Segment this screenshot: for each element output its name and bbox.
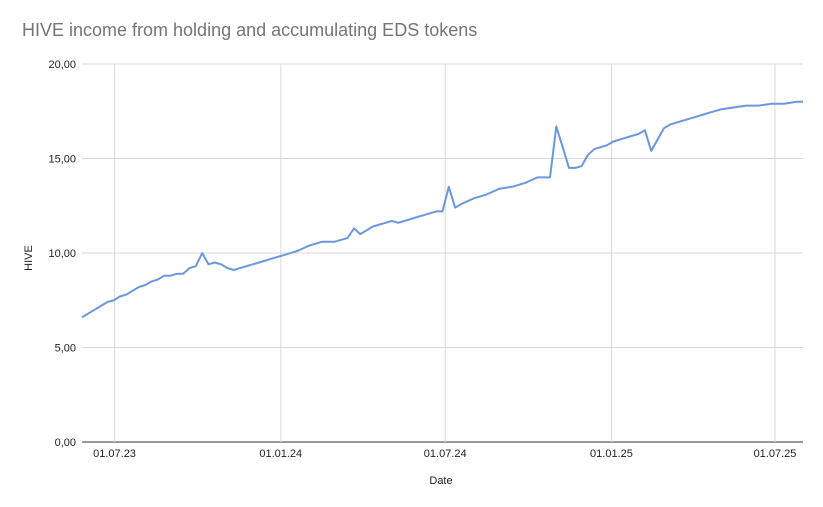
- y-tick-label: 15,00: [48, 154, 76, 166]
- y-tick-label: 10,00: [48, 248, 76, 260]
- x-tick-labels: 01.07.23 01.01.24 01.07.24 01.01.25 01.07.25: [93, 448, 796, 460]
- y-tick-labels: 0,00 5,00 10,00 15,00 20,00: [48, 59, 76, 449]
- chart-title: HIVE income from holding and accumulatin…: [22, 20, 478, 40]
- x-axis-title: Date: [429, 475, 452, 487]
- x-tick-label: 01.01.24: [259, 448, 302, 460]
- series-line: [81, 100, 803, 319]
- x-gridlines: [114, 64, 776, 442]
- x-tick-label: 01.07.25: [754, 448, 797, 460]
- y-axis-title: HIVE: [23, 245, 35, 271]
- y-tick-label: 20,00: [48, 59, 76, 71]
- y-tick-label: 5,00: [55, 343, 76, 355]
- y-tick-label: 0,00: [55, 437, 76, 449]
- x-tick-label: 01.07.23: [93, 448, 136, 460]
- x-tick-label: 01.07.24: [424, 448, 467, 460]
- y-gridlines: [82, 63, 803, 443]
- x-tick-label: 01.01.25: [590, 448, 633, 460]
